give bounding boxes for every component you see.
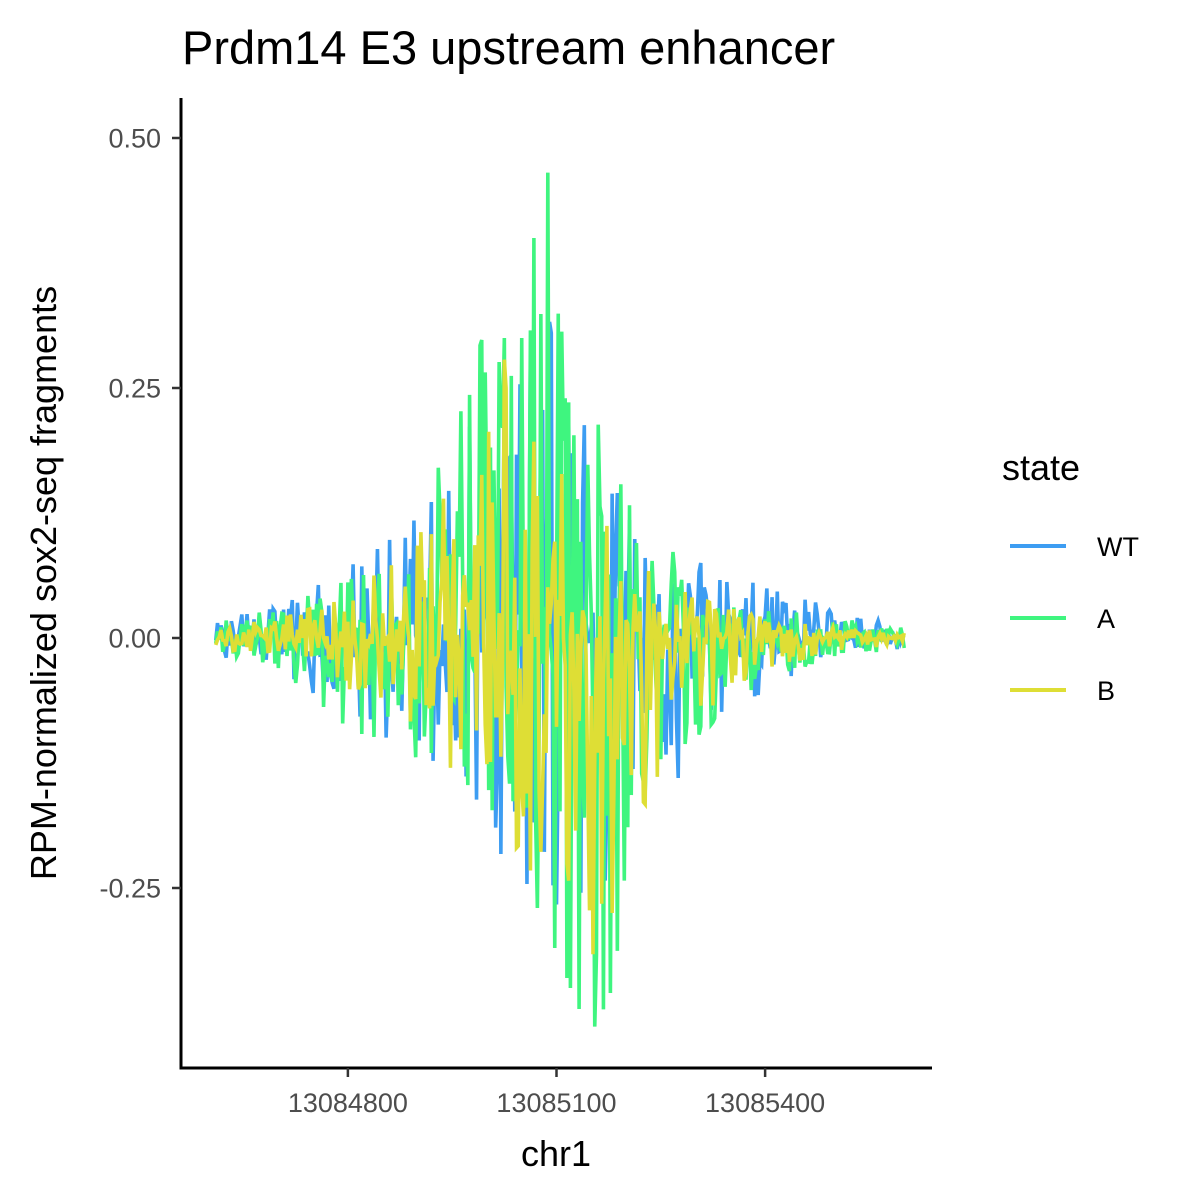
y-tick-label: 0.25 [108, 374, 161, 404]
plot-series [213, 172, 906, 1027]
legend-label-wt: WT [1097, 532, 1139, 562]
legend: state WT A B [1002, 447, 1139, 706]
x-ticks: 13084800 13085100 13085400 [288, 1068, 825, 1118]
x-axis-title: chr1 [521, 1133, 591, 1174]
x-tick-label: 13084800 [288, 1088, 408, 1118]
x-tick-label: 13085400 [705, 1088, 825, 1118]
series-line-a [213, 172, 906, 1027]
legend-label-b: B [1097, 676, 1115, 706]
series-line-b [214, 359, 906, 955]
y-axis-title: RPM-normalized sox2-seq fragments [23, 286, 64, 880]
legend-items: WT A B [1010, 532, 1139, 706]
legend-label-a: A [1097, 604, 1115, 634]
y-tick-label: 0.50 [108, 124, 161, 154]
y-ticks: -0.25 0.00 0.25 0.50 [99, 124, 181, 904]
legend-title: state [1002, 447, 1080, 488]
chart-title: Prdm14 E3 upstream enhancer [182, 21, 835, 74]
x-tick-label: 13085100 [496, 1088, 616, 1118]
y-tick-label: 0.00 [108, 624, 161, 654]
y-tick-label: -0.25 [99, 874, 161, 904]
